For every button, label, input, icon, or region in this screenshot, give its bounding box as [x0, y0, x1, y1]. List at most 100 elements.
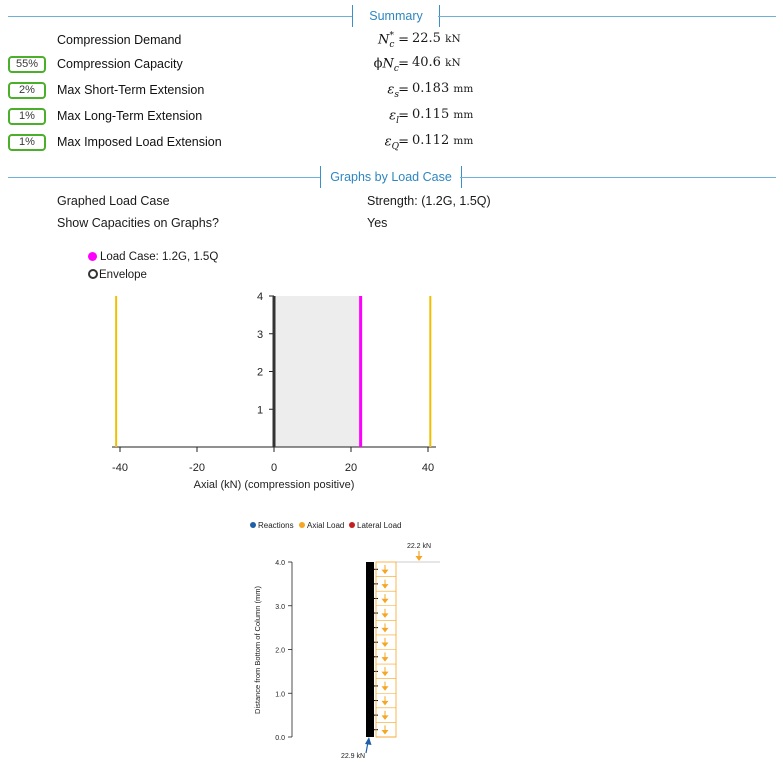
reaction-arrow-head — [365, 737, 372, 745]
top-load-arrow-head — [415, 556, 423, 561]
value-number: 0.115 — [412, 107, 450, 122]
legend-label: Axial Load — [307, 521, 344, 530]
value-number: 40.6 — [412, 55, 441, 70]
legend-label: Reactions — [258, 521, 294, 530]
summary-row: 55% Compression Capacity ϕNc = 40.6 kN — [0, 54, 783, 76]
show-capacities-label: Show Capacities on Graphs? — [57, 216, 219, 230]
x-tick-label: -20 — [189, 462, 205, 474]
summary-row-value: 0.112 mm — [412, 133, 473, 148]
summary-row-label: Compression Demand — [57, 33, 182, 47]
y-tick-label: 4 — [257, 291, 263, 303]
graphed-load-case-select[interactable]: Strength: (1.2G, 1.5Q) — [367, 194, 491, 208]
axial-load-arrow-head — [381, 627, 389, 633]
summary-row-label: Max Long-Term Extension — [57, 109, 203, 123]
y-axis-label: Distance from Bottom of Column (mm) — [253, 586, 262, 714]
legend-marker-filled — [88, 252, 97, 261]
x-tick-label: -40 — [112, 462, 128, 474]
summary-row-symbol: εQ = — [384, 134, 409, 152]
axial-load-arrow-head — [381, 584, 389, 589]
value-number: 0.112 — [412, 133, 450, 148]
summary-row-label: Compression Capacity — [57, 57, 183, 71]
x-tick-label: 0 — [271, 462, 277, 474]
axial-load-arrow-head — [381, 700, 389, 706]
legend-label: Load Case: 1.2G, 1.5Q — [100, 251, 219, 263]
divider-right — [438, 16, 776, 17]
summary-row-symbol: ϕNc = — [373, 56, 409, 74]
value-unit: kN — [445, 57, 461, 69]
symbol-sup: * — [389, 31, 394, 41]
symbol-sub: c — [389, 39, 395, 50]
y-tick-label: 2.0 — [275, 648, 285, 655]
axial-load-arrow-head — [381, 671, 389, 677]
graphs-section-header: Graphs by Load Case — [8, 166, 776, 190]
value-number: 0.183 — [412, 81, 450, 96]
y-tick-label: 1 — [257, 404, 263, 416]
legend-label: Lateral Load — [357, 521, 401, 530]
legend-dot — [299, 522, 305, 528]
y-tick-label: 3.0 — [275, 604, 285, 611]
legend-dot — [250, 522, 256, 528]
summary-row-value: 0.115 mm — [412, 107, 473, 122]
summary-row-symbol: Nc* = — [378, 31, 409, 50]
value-unit: mm — [453, 83, 474, 95]
symbol-main: N — [382, 56, 394, 72]
reaction-label: 22.9 kN — [341, 753, 365, 760]
divider-right — [460, 177, 776, 178]
summary-row: 1% Max Imposed Load Extension εQ = 0.112 mm — [0, 132, 783, 154]
summary-row-value: 22.5 kN — [412, 31, 461, 46]
utilisation-badge: 2% — [8, 82, 46, 99]
symbol-main: ε — [387, 82, 395, 98]
symbol-sub: l — [396, 115, 399, 126]
y-tick-label: 4.0 — [275, 560, 285, 567]
utilisation-badge: 1% — [8, 134, 46, 151]
value-unit: mm — [453, 135, 474, 147]
summary-row-label: Max Short-Term Extension — [57, 83, 205, 97]
symbol-sub: c — [393, 63, 399, 74]
value-unit: kN — [445, 33, 461, 45]
axial-load-arrow-head — [381, 598, 389, 604]
axial-load-arrow-head — [381, 686, 389, 691]
utilisation-badge: 1% — [8, 108, 46, 125]
value-number: 22.5 — [412, 31, 441, 46]
axial-load-arrow-head — [381, 715, 389, 720]
axial-chart: -40 -20 0 20 40 1 2 3 4 Axial (kN) (compression p… — [112, 291, 436, 491]
axial-load-arrow-head — [381, 642, 389, 647]
graphed-load-case-label: Graphed Load Case — [57, 194, 170, 208]
column-member — [366, 562, 374, 737]
legend-item-load-case[interactable]: Load Case: 1.2G, 1.5Q — [88, 251, 218, 267]
symbol-sub: Q — [391, 141, 399, 152]
x-tick-label: 40 — [422, 462, 434, 474]
axial-load-arrow-head — [381, 569, 389, 575]
axial-load-arrow-head — [381, 730, 389, 735]
value-unit: mm — [453, 109, 474, 121]
legend-label: Envelope — [99, 269, 147, 281]
divider-left — [8, 177, 320, 178]
axial-load-arrow-head — [381, 657, 389, 662]
summary-row: 2% Max Short-Term Extension εs = 0.183 mm — [0, 80, 783, 102]
summary-row: 1% Max Long-Term Extension εl = 0.115 mm — [0, 106, 783, 128]
top-load-label: 22.2 kN — [407, 543, 431, 550]
summary-section-header: Summary — [8, 5, 776, 29]
symbol-main: ε — [384, 134, 392, 150]
x-tick-label: 20 — [345, 462, 357, 474]
summary-row-symbol: εl = — [389, 108, 409, 126]
legend-item-envelope[interactable]: Envelope — [88, 269, 147, 285]
summary-row: Compression Demand Nc* = 22.5 kN — [0, 30, 783, 52]
symbol-main: ε — [389, 108, 397, 124]
y-tick-label: 1.0 — [275, 691, 285, 698]
y-tick-label: 0.0 — [275, 735, 285, 742]
x-axis-label: Axial (kN) (compression positive) — [194, 479, 355, 491]
symbol-main: N — [378, 32, 390, 48]
envelope-area — [274, 296, 361, 447]
show-capacities-toggle[interactable]: Yes — [367, 216, 388, 230]
summary-row-label: Max Imposed Load Extension — [57, 135, 222, 149]
symbol-prefix: ϕ — [373, 56, 383, 72]
summary-row-symbol: εs = — [387, 82, 409, 100]
legend-marker-ring — [88, 269, 98, 279]
symbol-sub: s — [394, 89, 399, 100]
summary-row-value: 40.6 kN — [412, 55, 461, 70]
y-tick-label: 3 — [257, 329, 263, 341]
legend-dot — [349, 522, 355, 528]
utilisation-badge: 55% — [8, 56, 46, 73]
